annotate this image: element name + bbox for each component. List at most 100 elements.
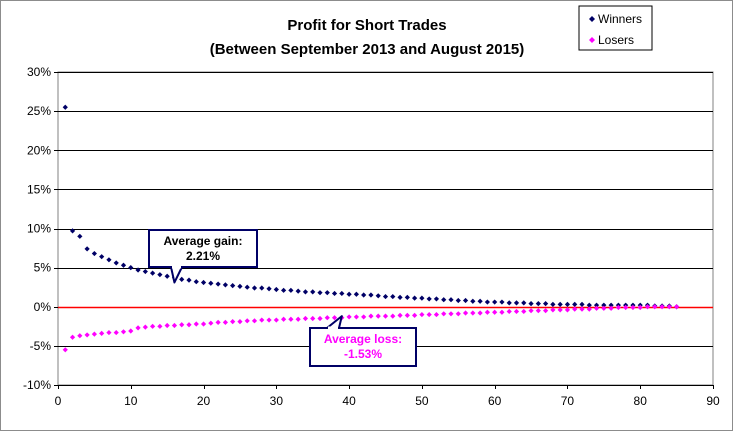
data-point [193,321,199,327]
data-point [273,286,279,293]
data-point [623,304,629,311]
data-point [601,305,607,311]
data-point [506,308,512,315]
data-point [586,306,592,312]
annotation-callout: Average loss:-1.53% [309,315,417,367]
annotation-box [309,327,417,367]
data-point [91,331,97,337]
x-tick-label: 50 [415,394,429,408]
data-point [499,299,505,305]
data-point [492,299,498,305]
data-point [601,302,607,308]
x-tick-label: 10 [124,394,138,408]
data-point [455,311,461,317]
y-tick-label: -10% [23,378,51,392]
data-point [150,323,156,329]
x-tick-label: 80 [634,394,648,408]
data-point [535,301,541,307]
data-point [462,297,469,304]
data-point [135,325,141,331]
data-point [222,319,228,325]
data-point [171,322,178,329]
data-point [455,297,461,304]
data-point [506,300,512,306]
chart-subtitle: (Between September 2013 and August 2015) [210,41,525,58]
data-point [382,293,389,300]
data-point [230,283,236,289]
data-point [208,320,214,326]
legend: Winners Losers [578,5,653,51]
data-point [404,312,410,318]
data-point [564,307,571,313]
data-point [666,304,672,310]
data-point [630,304,636,311]
data-point [157,323,163,329]
data-point [659,304,665,310]
annotation-box [148,229,258,268]
data-point [579,301,585,308]
legend-losers-label: Losers [598,33,634,47]
data-point [470,298,476,304]
legend-losers-marker [589,37,595,43]
data-point [69,228,76,234]
annotation-callout: Average gain:2.21% [148,229,258,284]
data-point [521,300,527,306]
data-point [317,290,323,296]
data-point [543,301,549,307]
data-point [310,315,316,322]
data-point [186,277,192,283]
data-point [433,296,440,302]
data-point [331,315,338,321]
data-point [652,304,658,310]
data-point [397,312,403,318]
data-point [528,301,534,307]
data-point [317,315,323,322]
data-point [368,313,374,319]
data-point [208,280,214,286]
data-point [62,104,68,110]
data-point [193,279,199,285]
data-point [150,270,156,276]
data-point [433,311,440,318]
data-point [404,294,410,300]
data-point [346,314,352,320]
data-point [375,293,381,299]
data-point [302,289,309,295]
data-point [113,260,119,266]
data-point [441,297,447,303]
annotation-text: Average loss: [324,332,402,346]
annotation-text: -1.53% [344,347,382,361]
y-tick-label: 20% [27,143,51,157]
data-point [608,302,614,308]
data-point [513,308,520,315]
data-point [273,317,279,323]
data-point [288,287,294,293]
legend-winners-label: Winners [598,12,642,26]
y-tick-label: 5% [34,261,52,275]
x-tick-label: 60 [488,394,502,408]
data-point [674,304,680,310]
data-point [557,307,563,313]
y-tick-label: -5% [30,339,52,353]
data-point [586,302,592,308]
data-point [557,301,563,308]
data-point [426,296,432,302]
data-point [331,290,338,297]
data-point [593,302,600,308]
data-point [135,267,141,273]
data-point [113,329,119,336]
data-point [441,311,447,317]
data-point [615,304,621,311]
data-point [477,298,483,304]
data-point [484,299,490,305]
data-point [77,233,83,239]
data-point [448,311,454,317]
annotation-text: 2.21% [186,249,220,263]
y-tick-label: 15% [27,182,51,196]
data-point [477,310,483,316]
data-point [215,319,221,325]
data-point [550,301,556,308]
data-point [106,329,112,336]
data-point [324,290,330,296]
data-point [484,309,490,315]
